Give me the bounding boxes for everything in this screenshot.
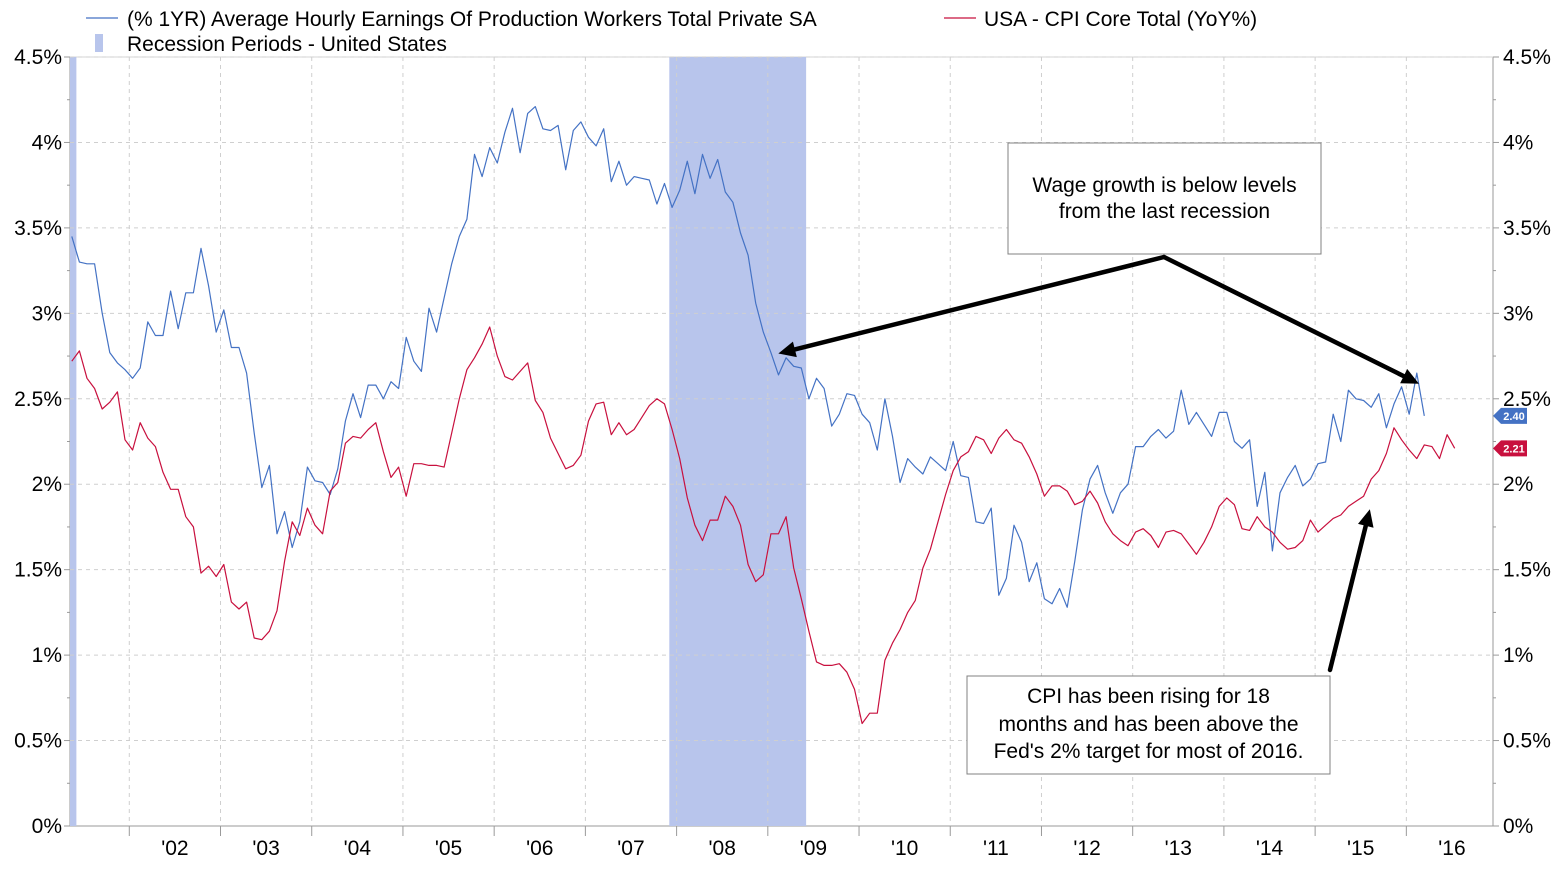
series-lines <box>71 105 1456 725</box>
x-tick-label: '10 <box>891 837 918 860</box>
x-tick-label: '13 <box>1165 837 1192 860</box>
x-tick-label: '03 <box>252 837 279 860</box>
y-tick-label-right: 2% <box>1503 473 1533 496</box>
annotation-cpi: CPI has been rising for 18 months and ha… <box>966 675 1331 775</box>
x-tick-label: '09 <box>800 837 827 860</box>
last-value-badge-text: 2.21 <box>1503 443 1524 455</box>
y-tick-label-left: 3.5% <box>14 217 62 240</box>
arrow-to-2009-head <box>778 341 797 358</box>
arrow-to-2016-head <box>1400 368 1419 384</box>
x-tick-label: '12 <box>1073 837 1100 860</box>
y-axis-ticks: 0% 0% 0.5% 0.5% 1% 1% 1.5% 1.5% 2% 2% 2.5% 2.5% 3% 3%… <box>14 46 1551 838</box>
annotation-wage-line-2: from the last recession <box>1059 200 1270 223</box>
last-value-badge-0 <box>1493 407 1527 424</box>
y-tick-label-left: 0.5% <box>14 730 62 753</box>
legend-recession-label: Recession Periods - United States <box>127 33 447 56</box>
x-tick-label: '05 <box>435 837 462 860</box>
annotation-cpi-line-3: Fed's 2% target for most of 2016. <box>994 740 1304 763</box>
arrow-to-cpi-shaft <box>1327 523 1369 673</box>
x-tick-label: '11 <box>983 837 1009 860</box>
last-value-badge-1 <box>1493 440 1527 457</box>
y-tick-label-left: 4% <box>32 131 62 154</box>
y-tick-label-right: 3% <box>1503 302 1533 325</box>
y-tick-label-right: 1% <box>1503 644 1533 667</box>
y-tick-label-right: 1.5% <box>1503 559 1551 582</box>
recession-band-1 <box>669 57 807 826</box>
y-tick-label-left: 1% <box>32 644 62 667</box>
y-tick-label-right: 2.5% <box>1503 388 1551 411</box>
annotation-arrows <box>778 254 1419 673</box>
y-tick-label-right: 0% <box>1503 815 1533 838</box>
annotation-cpi-box <box>966 675 1331 775</box>
cpi-core-line <box>71 326 1456 725</box>
x-tick-label: '07 <box>617 837 644 860</box>
x-axis-ticks: '02 '03 '04 '05 '06 '07 '08 '09 '10 '11 '12 '13 '14 '… <box>128 826 1466 860</box>
gridlines <box>70 56 1493 826</box>
y-tick-label-left: 2% <box>32 473 62 496</box>
x-tick-label: '04 <box>344 837 372 860</box>
arrow-to-2016-shaft <box>1161 254 1406 379</box>
x-tick-label: '14 <box>1256 837 1284 860</box>
annotation-cpi-line-1: CPI has been rising for 18 <box>1027 685 1270 708</box>
y-tick-label-right: 4.5% <box>1503 46 1551 69</box>
annotation-wage-line-1: Wage growth is below levels <box>1032 174 1296 197</box>
y-tick-label-left: 1.5% <box>14 559 62 582</box>
y-tick-label-left: 3% <box>32 302 62 325</box>
legend: (% 1YR) Average Hourly Earnings Of Produ… <box>86 8 1257 56</box>
annotation-cpi-line-2: months and has been above the <box>998 713 1298 736</box>
last-value-badge-text: 2.40 <box>1503 411 1524 423</box>
y-tick-label-left: 0% <box>32 815 62 838</box>
x-tick-label: '02 <box>161 837 188 860</box>
legend-recession-swatch <box>95 34 103 52</box>
x-tick-label: '16 <box>1438 837 1465 860</box>
recession-bands <box>70 57 807 826</box>
arrow-to-cpi-head <box>1357 509 1374 528</box>
y-tick-label-left: 2.5% <box>14 388 62 411</box>
x-tick-label: '08 <box>709 837 736 860</box>
last-value-badges: 2.40 2.21 <box>1493 407 1527 457</box>
recession-band-0 <box>70 57 77 826</box>
y-tick-label-right: 3.5% <box>1503 217 1551 240</box>
x-tick-label: '15 <box>1347 837 1374 860</box>
y-tick-label-right: 0.5% <box>1503 730 1551 753</box>
legend-wage-label: (% 1YR) Average Hourly Earnings Of Produ… <box>127 8 817 31</box>
arrow-to-2009-shaft <box>792 254 1167 352</box>
y-tick-label-left: 4.5% <box>14 46 62 69</box>
legend-cpi-label: USA - CPI Core Total (YoY%) <box>984 8 1257 31</box>
annotation-wage-box <box>1007 142 1322 255</box>
annotation-wage: Wage growth is below levels from the las… <box>1007 142 1322 255</box>
x-tick-label: '06 <box>526 837 553 860</box>
y-tick-label-right: 4% <box>1503 131 1533 154</box>
